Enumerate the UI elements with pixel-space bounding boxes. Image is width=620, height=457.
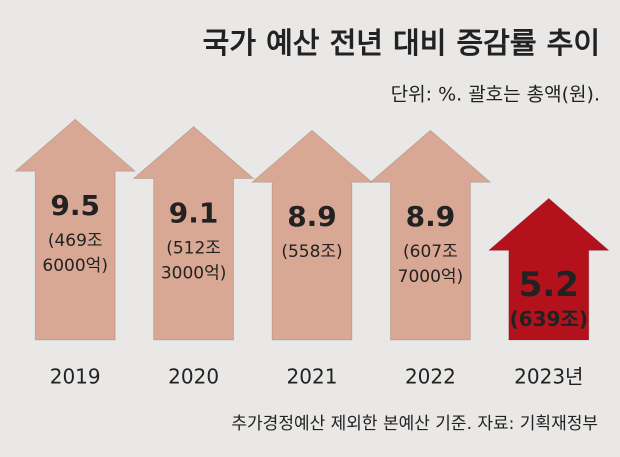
amount-label: 6000억) [42,256,108,276]
arrow-bar [13,118,137,341]
arrow-bar [250,129,374,341]
amount-label: 7000억) [398,267,464,287]
x-tick-label: 2021 [287,365,338,389]
x-tick-label: 2023년 [514,365,583,389]
value-label: 9.5 [50,189,100,222]
chart-title: 국가 예산 전년 대비 증감률 추이 [203,26,600,60]
arrow-bar [487,197,611,341]
x-tick-label: 2020 [168,365,219,389]
amount-label: (558조) [281,242,342,262]
x-tick-label: 2019 [50,365,101,389]
amount-label: (512조 [166,239,221,259]
amount-label: (607조 [403,242,458,262]
value-label: 5.2 [519,265,579,305]
arrow-bar [132,125,255,341]
footnote: 추가경정예산 제외한 본예산 기준. 자료: 기획재정부 [231,414,598,434]
amount-label: 3000억) [161,264,227,284]
value-label: 9.1 [169,197,219,230]
chart-subtitle: 단위: %. 괄호는 총액(원). [391,84,600,106]
value-label: 8.9 [287,200,337,233]
x-tick-label: 2022 [405,365,456,389]
amount-label: (469조 [48,231,103,251]
amount-label: (639조) [510,307,588,331]
arrow-bar [369,129,492,341]
value-label: 8.9 [406,200,456,233]
